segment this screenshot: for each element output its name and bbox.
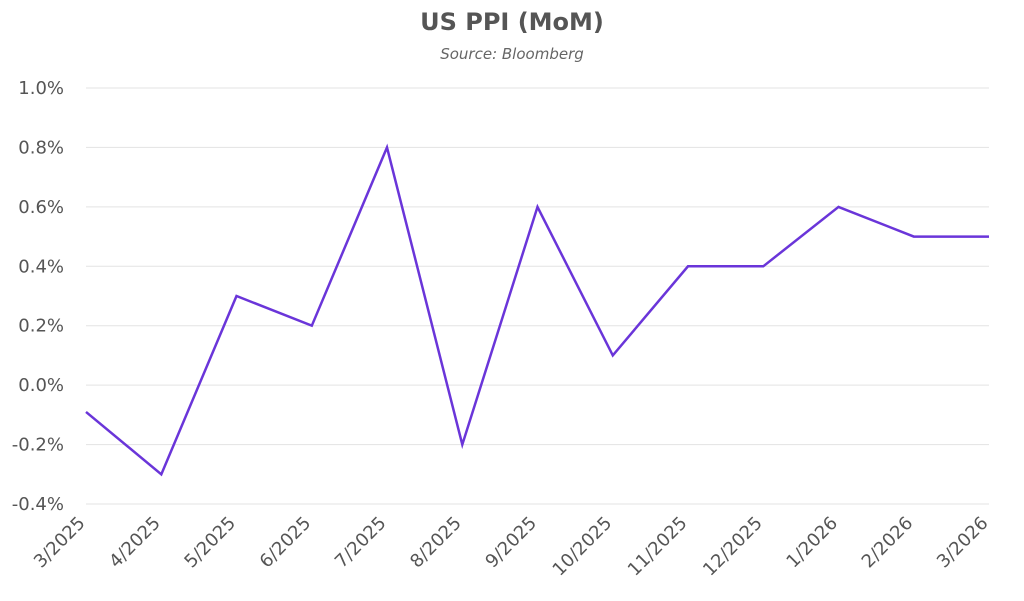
x-tick-label: 8/2025: [406, 513, 466, 573]
y-axis-ticks: -0.4% -0.2% 0.0% 0.2% 0.4% 0.6% 0.8% 1.0%: [12, 78, 64, 515]
x-tick-label: 6/2025: [256, 513, 316, 573]
y-tick-label: 0.2%: [18, 316, 64, 337]
y-tick-label: 0.8%: [18, 137, 64, 158]
x-tick-label: 1/2026: [782, 513, 842, 573]
x-axis-ticks: 3/2025 4/2025 5/2025 6/2025 7/2025 8/2025 9/20…: [30, 513, 993, 581]
y-tick-label: -0.4%: [12, 494, 64, 515]
x-tick-label: 11/2025: [624, 513, 692, 581]
x-tick-label: 9/2025: [481, 513, 541, 573]
chart-title: US PPI (MoM): [420, 8, 604, 36]
x-tick-label: 7/2025: [331, 513, 391, 573]
y-tick-label: -0.2%: [12, 435, 64, 456]
x-tick-label: 3/2025: [30, 513, 90, 573]
y-tick-label: 0.6%: [18, 197, 64, 218]
x-tick-label: 5/2025: [180, 513, 240, 573]
x-tick-label: 3/2026: [933, 513, 993, 573]
x-tick-label: 12/2025: [699, 513, 767, 581]
y-tick-label: 1.0%: [18, 78, 64, 99]
x-tick-label: 4/2025: [105, 513, 165, 573]
y-tick-label: 0.4%: [18, 256, 64, 277]
y-tick-label: 0.0%: [18, 375, 64, 396]
series-line: [85, 143, 989, 477]
x-tick-label: 2/2026: [858, 513, 918, 573]
gridlines: [86, 87, 989, 505]
series: [85, 143, 989, 477]
x-tick-label: 10/2025: [549, 513, 617, 581]
chart-subtitle: Source: Bloomberg: [440, 45, 584, 63]
